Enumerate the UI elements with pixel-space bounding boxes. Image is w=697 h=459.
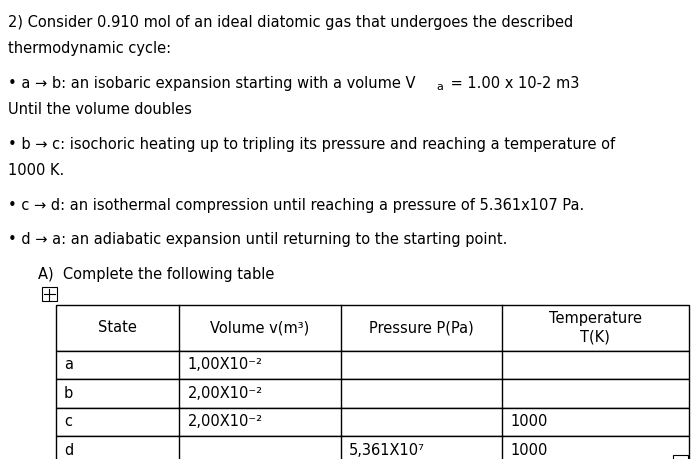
Bar bbox=[42, 287, 57, 301]
Text: Temperature
T(K): Temperature T(K) bbox=[549, 311, 642, 345]
Text: 2,00X10⁻²: 2,00X10⁻² bbox=[187, 414, 263, 429]
Text: 5,361X10⁷: 5,361X10⁷ bbox=[349, 443, 425, 458]
Text: 2,00X10⁻²: 2,00X10⁻² bbox=[187, 386, 263, 401]
Text: d: d bbox=[64, 443, 73, 458]
Text: • a → b: an isobaric expansion starting with a volume V: • a → b: an isobaric expansion starting … bbox=[8, 76, 416, 91]
Bar bbox=[56, 408, 689, 436]
Text: 1,00X10⁻²: 1,00X10⁻² bbox=[187, 358, 263, 372]
Text: 1000: 1000 bbox=[510, 443, 548, 458]
Text: Until the volume doubles: Until the volume doubles bbox=[8, 102, 192, 118]
Text: b: b bbox=[64, 386, 73, 401]
Text: Pressure P(Pa): Pressure P(Pa) bbox=[369, 320, 474, 335]
Text: c: c bbox=[64, 414, 72, 429]
Text: a: a bbox=[436, 82, 443, 92]
Text: • c → d: an isothermal compression until reaching a pressure of 5.361x107 Pa.: • c → d: an isothermal compression until… bbox=[8, 198, 585, 213]
Text: 2) Consider 0.910 mol of an ideal diatomic gas that undergoes the described: 2) Consider 0.910 mol of an ideal diatom… bbox=[8, 15, 574, 30]
Bar bbox=[673, 455, 688, 459]
Bar bbox=[56, 305, 689, 351]
Text: 1000 K.: 1000 K. bbox=[8, 163, 65, 179]
Bar bbox=[56, 379, 689, 408]
Text: Volume v(m³): Volume v(m³) bbox=[210, 320, 309, 335]
Text: a: a bbox=[64, 358, 73, 372]
Text: 1000: 1000 bbox=[510, 414, 548, 429]
Text: = 1.00 x 10-2 m3: = 1.00 x 10-2 m3 bbox=[446, 76, 579, 91]
Text: • b → c: isochoric heating up to tripling its pressure and reaching a temperatur: • b → c: isochoric heating up to triplin… bbox=[8, 137, 615, 152]
Bar bbox=[56, 351, 689, 379]
Bar bbox=[56, 436, 689, 459]
Text: A)  Complete the following table: A) Complete the following table bbox=[38, 267, 275, 282]
Text: • d → a: an adiabatic expansion until returning to the starting point.: • d → a: an adiabatic expansion until re… bbox=[8, 232, 507, 247]
Text: thermodynamic cycle:: thermodynamic cycle: bbox=[8, 41, 171, 56]
Text: State: State bbox=[98, 320, 137, 335]
